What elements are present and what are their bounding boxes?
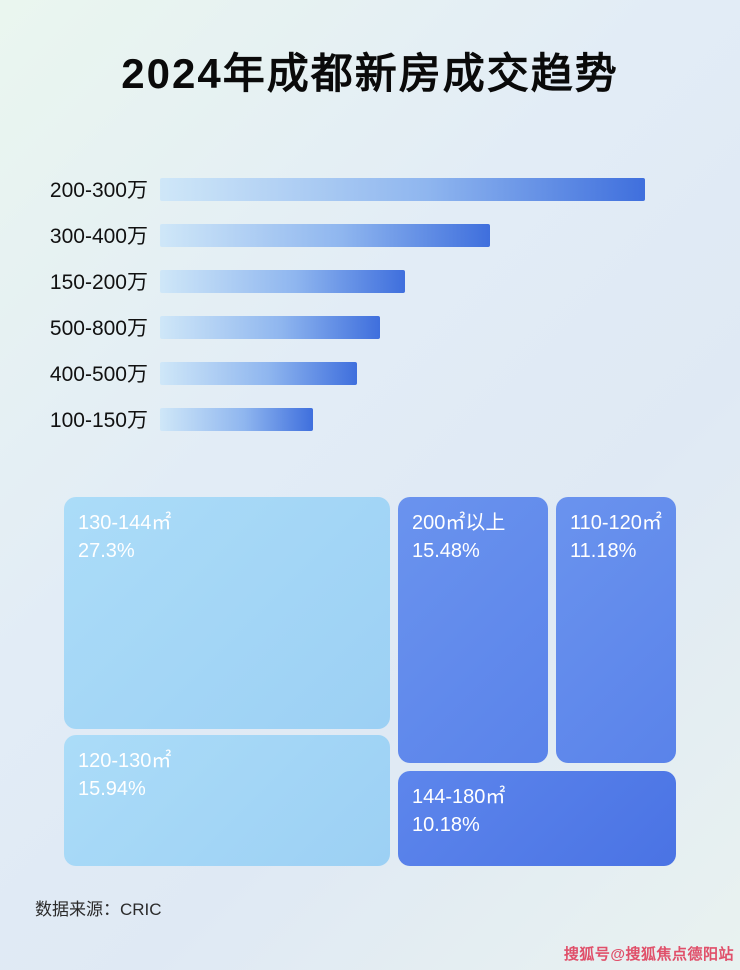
bar-chart: 200-300万 300-400万 150-200万 500-800万 400-500万… <box>0 177 740 453</box>
bar <box>160 177 645 201</box>
data-source-label: 数据来源：CRIC <box>35 900 162 919</box>
watermark-label: 搜狐号@搜狐焦点德阳站 <box>563 946 734 963</box>
treemap-percent: 15.48% <box>412 540 480 562</box>
bar-row: 300-400万 <box>0 223 740 248</box>
bar-category-label: 300-400万 <box>49 225 148 248</box>
treemap-label: 110-120㎡ <box>570 512 662 534</box>
bar-category-label: 200-300万 <box>49 179 148 202</box>
bar-category-label: 100-150万 <box>49 409 148 432</box>
bar <box>160 407 313 431</box>
treemap-box-110-120: 110-120㎡ 11.18% <box>556 497 676 763</box>
bar <box>160 315 381 339</box>
bar-row: 500-800万 <box>0 315 740 340</box>
bar-category-label: 500-800万 <box>49 317 148 340</box>
bar-category-label: 150-200万 <box>49 271 148 294</box>
treemap-chart: 130-144㎡ 27.3% 200㎡以上 15.48% 110-120㎡ 11… <box>62 495 678 868</box>
treemap-label: 130-144㎡ <box>78 512 172 534</box>
bar-category-label: 400-500万 <box>49 363 148 386</box>
treemap-box-200-plus: 200㎡以上 15.48% <box>398 497 548 763</box>
bar-row: 400-500万 <box>0 361 740 386</box>
bar <box>160 223 490 247</box>
treemap-box-120-130: 120-130㎡ 15.94% <box>64 735 390 866</box>
treemap-label: 200㎡以上 <box>412 512 506 534</box>
treemap-percent: 10.18% <box>412 814 480 836</box>
treemap-label: 120-130㎡ <box>78 750 172 772</box>
bar-row: 150-200万 <box>0 269 740 294</box>
bar-row: 100-150万 <box>0 407 740 432</box>
treemap-percent: 11.18% <box>570 540 637 562</box>
page-title: 2024年成都新房成交趋势 <box>121 50 619 97</box>
bar <box>160 269 405 293</box>
bar-row: 200-300万 <box>0 177 740 202</box>
treemap-box-144-180: 144-180㎡ 10.18% <box>398 771 676 866</box>
treemap-box-130-144: 130-144㎡ 27.3% <box>64 497 390 729</box>
treemap-percent: 15.94% <box>78 778 146 800</box>
treemap-label: 144-180㎡ <box>412 786 506 808</box>
treemap-percent: 27.3% <box>78 540 135 562</box>
bar <box>160 361 357 385</box>
